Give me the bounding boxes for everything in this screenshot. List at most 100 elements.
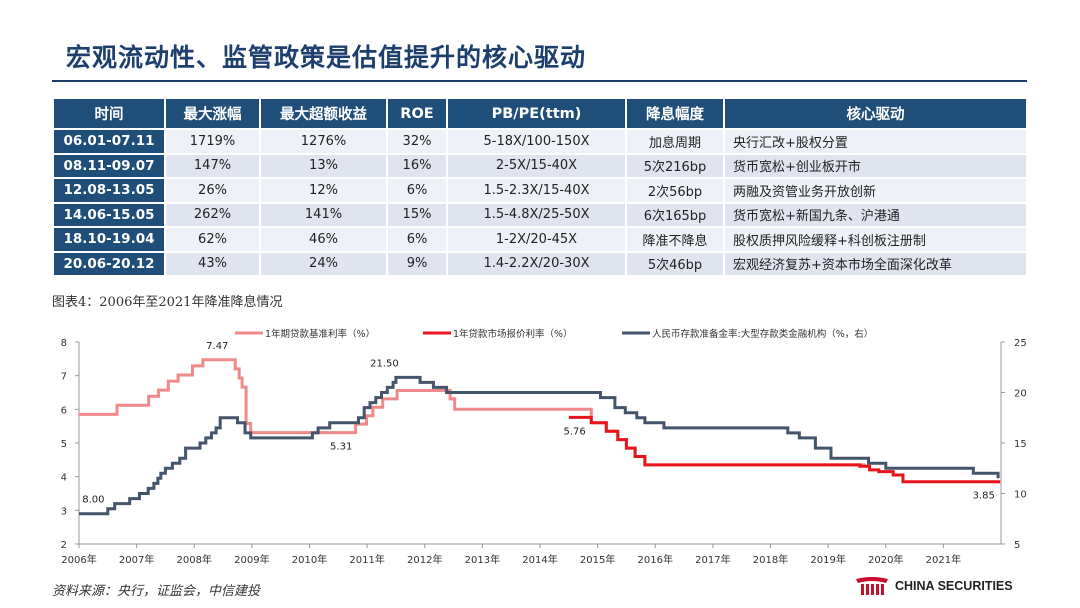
cell-rate-cut: 6次165bp [627,203,723,226]
header-pb-pe: PB/PE(ttm) [448,99,625,128]
legend-label: 人民币存款准备金率:大型存款类金融机构（%，右） [652,328,873,340]
y-right-tick-label: 10 [1014,490,1027,501]
cell-roe: 16% [388,154,446,177]
x-tick-label: 2021年 [926,553,961,566]
y-left-tick-label: 7 [61,372,67,383]
table-row: 18.10-19.04 62% 46% 6% 1-2X/20-45X 降准不降息… [54,228,1026,251]
y-right-tick-label: 25 [1014,338,1027,349]
logo-text: CHINA SECURITIES [895,579,1013,593]
header-max-gain: 最大涨幅 [166,99,259,128]
cell-max-excess-return: 13% [261,154,386,177]
y-left-tick-label: 5 [61,439,67,450]
x-tick-label: 2019年 [810,553,845,566]
cell-pb-pe: 5-18X/100-150X [448,130,625,153]
cell-core-driver: 货币宽松+创业板开市 [725,154,1026,177]
cell-rate-cut: 2次56bp [627,179,723,202]
cell-roe: 32% [388,130,446,153]
source-note: 资料来源：央行，证监会，中信建投 [52,584,261,599]
legend-label: 1年期贷款基准利率（%） [265,328,375,340]
y-left-tick-label: 2 [61,540,67,551]
y-right-tick-label: 20 [1014,389,1027,400]
page-title: 宏观流动性、监管政策是估值提升的核心驱动 [66,43,587,72]
header-roe: ROE [388,99,446,128]
cell-roe: 9% [388,252,446,275]
valuation-drivers-table: 时间 最大涨幅 最大超额收益 ROE PB/PE(ttm) 降息幅度 核心驱动 … [52,97,1028,277]
cell-core-driver: 股权质押风险缓释+科创板注册制 [725,228,1026,251]
cell-max-excess-return: 1276% [261,130,386,153]
cell-core-driver: 宏观经济复苏+资本市场全面深化改革 [725,252,1026,275]
y-left-tick-label: 6 [61,405,67,416]
cell-core-driver: 央行汇改+股权分置 [725,130,1026,153]
data-label: 3.85 [973,491,995,502]
x-tick-label: 2008年 [177,553,212,566]
x-tick-label: 2013年 [465,553,500,566]
x-tick-label: 2014年 [522,553,557,566]
table-row: 08.11-09.07 147% 13% 16% 2-5X/15-40X 5次2… [54,154,1026,177]
cell-roe: 6% [388,228,446,251]
x-tick-label: 2016年 [638,553,673,566]
legend-label: 1年贷款市场报价利率（%） [453,328,573,340]
cell-pb-pe: 1.5-4.8X/25-50X [448,203,625,226]
table-row: 06.01-07.11 1719% 1276% 32% 5-18X/100-15… [54,130,1026,153]
data-label: 8.00 [82,495,104,506]
cell-max-excess-return: 141% [261,203,386,226]
y-left-tick-label: 3 [61,506,67,517]
data-label: 5.31 [330,442,352,453]
table-row: 14.06-15.05 262% 141% 15% 1.5-4.8X/25-50… [54,203,1026,226]
y-left-tick-label: 8 [61,338,67,349]
rate-chart: 2 3 4 5 6 7 8 5 10 15 20 25 2006年 2007年 2008年 2009年 2010… [61,328,1027,566]
cell-rate-cut: 加息周期 [627,130,723,153]
table-row: 12.08-13.05 26% 12% 6% 1.5-2.3X/15-40X 2… [54,179,1026,202]
table-row: 20.06-20.12 43% 24% 9% 1.4-2.2X/20-30X 5… [54,252,1026,275]
cell-period: 12.08-13.05 [54,179,164,202]
y-right-tick-label: 15 [1014,439,1027,450]
cell-max-gain: 1719% [166,130,259,153]
china-securities-logo-mark-icon [856,577,888,595]
title-divider [52,80,1027,82]
header-rate-cut: 降息幅度 [627,99,723,128]
cell-period: 20.06-20.12 [54,252,164,275]
cell-max-gain: 147% [166,154,259,177]
header-core-driver: 核心驱动 [725,99,1026,128]
figure-caption: 图表4：2006年至2021年降准降息情况 [52,295,283,310]
cell-max-gain: 26% [166,179,259,202]
cell-rate-cut: 降准不降息 [627,228,723,251]
cell-max-gain: 62% [166,228,259,251]
x-tick-label: 2018年 [753,553,788,566]
cell-pb-pe: 1.5-2.3X/15-40X [448,179,625,202]
cell-max-excess-return: 46% [261,228,386,251]
x-tick-label: 2007年 [119,553,154,566]
table-header-row: 时间 最大涨幅 最大超额收益 ROE PB/PE(ttm) 降息幅度 核心驱动 [54,99,1026,128]
cell-period: 08.11-09.07 [54,154,164,177]
cell-max-gain: 43% [166,252,259,275]
cell-pb-pe: 2-5X/15-40X [448,154,625,177]
cell-rate-cut: 5次46bp [627,252,723,275]
cell-rate-cut: 5次216bp [627,154,723,177]
cell-core-driver: 货币宽松+新国九条、沪港通 [725,203,1026,226]
x-tick-label: 2009年 [234,553,269,566]
header-max-excess-return: 最大超额收益 [261,99,386,128]
x-tick-label: 2006年 [61,553,96,566]
cell-core-driver: 两融及资管业务开放创新 [725,179,1026,202]
cell-pb-pe: 1-2X/20-45X [448,228,625,251]
data-label: 21.50 [370,358,399,369]
cell-roe: 6% [388,179,446,202]
series-line [79,375,1000,516]
data-label: 7.47 [206,341,228,352]
x-tick-label: 2012年 [407,553,442,566]
cell-period: 14.06-15.05 [54,203,164,226]
x-tick-label: 2015年 [580,553,615,566]
header-period: 时间 [54,99,164,128]
series-line [568,415,1001,484]
cell-max-excess-return: 24% [261,252,386,275]
cell-max-gain: 262% [166,203,259,226]
cell-pb-pe: 1.4-2.2X/20-30X [448,252,625,275]
y-right-tick-label: 5 [1014,540,1020,551]
data-label: 5.76 [563,426,585,437]
cell-period: 06.01-07.11 [54,130,164,153]
x-tick-label: 2017年 [695,553,730,566]
cell-roe: 15% [388,203,446,226]
cell-max-excess-return: 12% [261,179,386,202]
x-tick-label: 2010年 [292,553,327,566]
cell-period: 18.10-19.04 [54,228,164,251]
